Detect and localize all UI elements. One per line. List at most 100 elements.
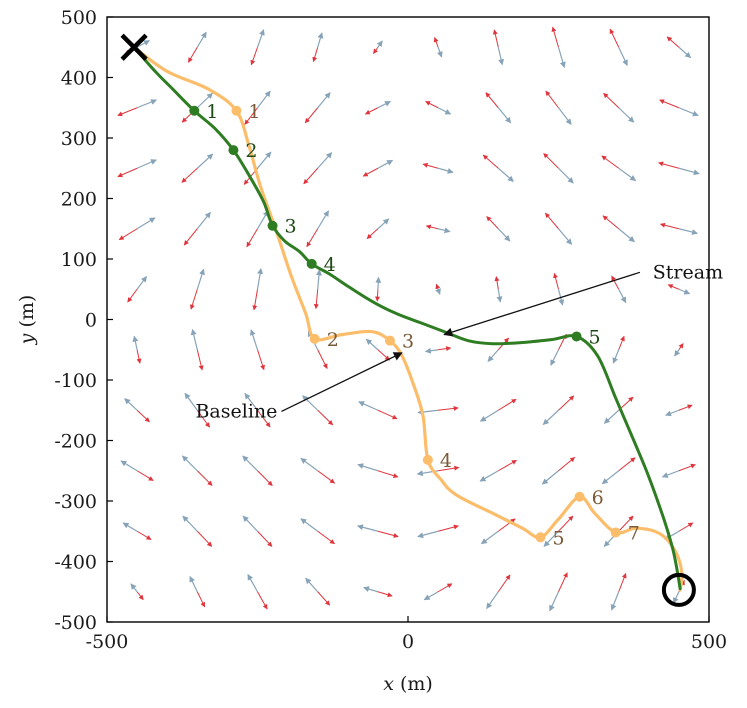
flow-arrow-red — [117, 107, 138, 117]
flow-arrow-red — [187, 46, 198, 63]
flow-arrow-red — [304, 107, 319, 124]
flow-arrow-red — [377, 530, 399, 538]
flow-arrow-red — [196, 409, 211, 428]
flow-arrow-red — [482, 154, 499, 169]
flow-arrow-blue — [300, 518, 319, 532]
stream-waypoint-label: 5 — [589, 326, 601, 348]
baseline-waypoint — [574, 491, 585, 502]
flow-arrow-blue — [257, 90, 271, 109]
flow-arrow-red — [437, 524, 459, 532]
flow-arrow-red — [678, 343, 684, 351]
flow-arrow-blue — [256, 267, 264, 290]
flow-arrow-blue — [543, 530, 559, 547]
flow-arrow-blue — [678, 107, 699, 117]
flow-arrow-blue — [678, 288, 691, 295]
flow-arrow-blue — [601, 470, 620, 485]
flow-arrow-blue — [242, 515, 258, 532]
flow-arrow-red — [117, 167, 138, 178]
flow-arrow-blue — [557, 47, 566, 68]
flow-arrow-red — [425, 100, 439, 109]
flow-arrow-blue — [417, 530, 439, 539]
flow-arrow-red — [377, 409, 398, 420]
flow-arrow-red — [543, 153, 559, 169]
flow-arrow-red — [377, 591, 393, 598]
flow-arrow-red — [433, 36, 439, 48]
flow-arrow-blue — [618, 107, 635, 123]
flow-arrow-blue — [196, 211, 211, 230]
flow-arrow-blue — [375, 276, 382, 290]
stream-waypoint — [189, 105, 200, 116]
flow-arrow-blue — [196, 153, 214, 169]
flow-arrow-blue — [136, 40, 150, 48]
ticks: -500 0 500 500 400 300 200 100 0 -100 -200 -300 -400… — [54, 7, 727, 653]
y-tick-label: 100 — [61, 249, 97, 271]
flow-arrow-red — [252, 289, 258, 311]
flow-arrow-red — [678, 522, 694, 532]
flow-arrow-blue — [136, 159, 157, 169]
flow-arrow-red — [317, 409, 334, 426]
flow-arrow-blue — [437, 167, 454, 174]
flow-arrow-red — [317, 349, 328, 369]
x-tick-label: 0 — [402, 631, 414, 653]
flow-arrow-red — [306, 228, 319, 248]
baseline-waypoint — [231, 105, 242, 116]
stream-waypoint-label: 4 — [324, 254, 336, 276]
flow-arrow-blue — [317, 152, 333, 169]
annotation-arrow — [281, 352, 403, 413]
baseline-waypoint — [422, 454, 433, 465]
flow-arrow-red — [181, 167, 198, 183]
flow-arrow-red — [317, 470, 336, 484]
flow-arrow-red — [244, 107, 258, 125]
stream-waypoint — [267, 220, 278, 231]
flow-arrow-blue — [558, 167, 574, 184]
flow-arrow-blue — [249, 329, 259, 350]
start-marker-cross — [120, 33, 148, 61]
flow-arrow-blue — [136, 217, 156, 230]
flow-arrow-red — [558, 515, 574, 532]
flow-arrow-blue — [256, 29, 265, 48]
flow-arrow-blue — [184, 392, 198, 411]
annotation-arrow — [443, 271, 641, 337]
flow-arrow-blue — [257, 151, 272, 169]
flow-arrow-blue — [182, 515, 198, 532]
flow-arrow-red — [485, 92, 499, 109]
flow-arrow-red — [498, 459, 517, 472]
flow-arrow-blue — [436, 47, 443, 58]
flow-arrow-blue — [618, 288, 627, 304]
baseline-waypoint-label: 1 — [248, 101, 260, 123]
flow-arrow-red — [422, 162, 439, 169]
flow-arrow-blue — [196, 31, 207, 48]
flow-arrow-red — [377, 470, 399, 479]
flow-arrow-blue — [317, 210, 330, 230]
vector-field — [117, 26, 700, 612]
baseline-waypoint-label: 3 — [402, 331, 414, 353]
baseline-waypoint-label: 7 — [628, 522, 640, 544]
flow-arrow-blue — [541, 470, 559, 485]
flow-arrow-red — [666, 36, 680, 48]
flow-arrow-blue — [542, 409, 559, 426]
y-tick-label: 300 — [61, 128, 97, 150]
flow-arrow-blue — [661, 470, 680, 478]
flow-arrow-blue — [497, 228, 511, 242]
flow-arrow-blue — [130, 583, 138, 593]
flow-arrow-red — [196, 591, 206, 608]
flow-arrow-red — [373, 46, 379, 55]
flow-arrow-red — [544, 212, 559, 230]
flow-arrow-red — [435, 283, 441, 290]
flow-arrow-red — [377, 349, 390, 361]
flow-arrow-red — [438, 465, 460, 472]
flow-arrow-blue — [437, 107, 452, 115]
flow-arrow-blue — [377, 100, 391, 109]
flow-arrow-blue — [603, 409, 620, 424]
flow-arrow-red — [366, 228, 379, 240]
flow-arrow-blue — [435, 288, 441, 295]
flow-arrow-blue — [242, 455, 258, 472]
flow-arrow-blue — [244, 392, 258, 411]
flow-arrow-red — [551, 26, 559, 48]
y-axis-var: y — [16, 333, 38, 345]
flow-arrow-red — [362, 167, 379, 177]
flow-arrow-red — [602, 215, 620, 230]
baseline-waypoint — [309, 333, 320, 344]
flow-arrow-blue — [487, 349, 499, 362]
flow-arrow-blue — [479, 470, 499, 482]
